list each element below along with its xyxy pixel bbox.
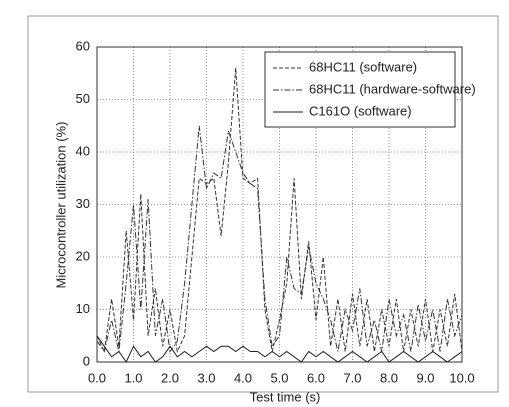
plot-frame — [96, 46, 463, 363]
x-tick-label: 5.0 — [270, 370, 288, 385]
x-tick-label: 9.0 — [416, 370, 434, 385]
y-tick-label: 20 — [76, 248, 90, 263]
series-line — [96, 125, 463, 353]
y-tick-label: 0 — [83, 353, 90, 368]
x-tick-label: 1.0 — [124, 370, 142, 385]
x-tick-label: 8.0 — [380, 370, 398, 385]
series-line — [96, 335, 463, 364]
x-tick-label: 10.0 — [449, 370, 474, 385]
legend-label: C161O (software) — [309, 103, 412, 118]
x-tick-label: 0.0 — [88, 370, 106, 385]
legend-label: 68HC11 (software) — [309, 59, 417, 74]
x-axis-label: Test time (s) — [250, 389, 321, 404]
x-tick-label: 3.0 — [197, 370, 215, 385]
y-tick-label: 10 — [76, 301, 90, 316]
y-tick-label: 40 — [76, 143, 90, 158]
series-line — [96, 67, 463, 354]
y-tick-label: 50 — [76, 91, 90, 106]
x-tick-label: 7.0 — [343, 370, 361, 385]
x-tick-label: 6.0 — [307, 370, 325, 385]
x-tick-label: 2.0 — [161, 370, 179, 385]
x-tick-label: 4.0 — [234, 370, 252, 385]
legend-label: 68HC11 (hardware-software) — [309, 81, 476, 96]
figure-frame — [27, 15, 499, 393]
y-axis-label: Microcontroller utilization (%) — [53, 122, 68, 289]
y-tick-label: 30 — [76, 196, 90, 211]
y-tick-label: 60 — [76, 38, 90, 53]
